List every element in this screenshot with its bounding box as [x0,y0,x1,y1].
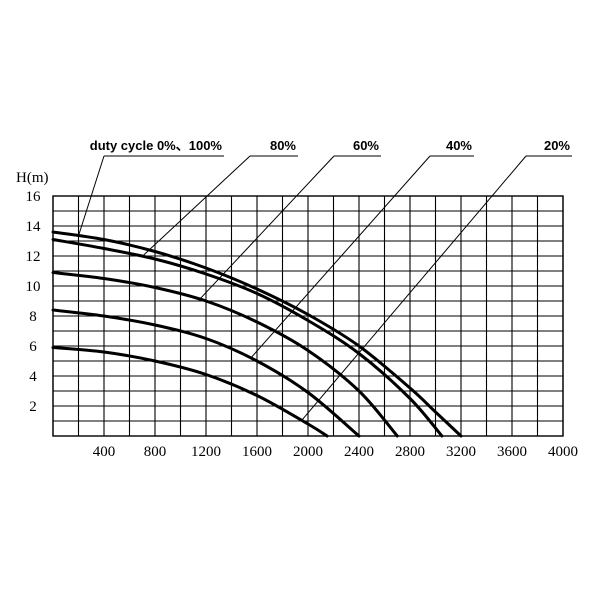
annotation-leader [199,155,335,300]
grid [52,195,564,437]
y-tick-label: 8 [29,309,37,325]
annotation-label: 80% [270,138,296,153]
y-axis-label: H(m) [16,170,49,186]
annotation-leader [141,155,251,257]
annotation-leader [250,155,431,359]
y-tick-label: 10 [26,279,41,295]
x-tick-label: 3200 [446,444,476,460]
y-tick-label: 6 [29,339,37,355]
x-tick-label: 4000 [548,444,578,460]
x-tick-label: 3600 [497,444,527,460]
x-tick-label: 800 [144,444,167,460]
plot-frame [52,195,564,437]
x-tick-label: 2400 [344,444,374,460]
y-tick-label: 12 [26,249,41,265]
annotation-label: 20% [544,138,570,153]
series-line-4 [51,346,329,438]
x-tick-labels: 400 800 1200 1600 2000 2400 2800 3200 3600 4000 [93,444,578,460]
x-tick-label: 1600 [242,444,272,460]
y-tick-label: 4 [29,369,37,385]
series-line-1 [51,238,444,438]
annotation-label: duty cycle 0%、100% [90,138,223,153]
series-line-0 [51,230,463,438]
annotation-label: 40% [446,138,472,153]
annotation-label: 60% [353,138,379,153]
x-tick-label: 2000 [293,444,323,460]
annotations: duty cycle 0%、100% 80% 60% 40% 20% [78,138,572,421]
series-line-3 [51,308,361,438]
y-tick-label: 14 [26,219,42,235]
x-tick-label: 2800 [395,444,425,460]
y-tick-label: 16 [26,189,42,205]
y-tick-labels: 2 4 6 8 10 12 14 16 [26,189,42,415]
annotation-leader [301,155,527,421]
x-tick-label: 1200 [191,444,221,460]
series-line-2 [51,271,399,438]
y-tick-label: 2 [29,399,37,415]
x-tick-label: 400 [93,444,116,460]
series-curves [51,230,463,438]
annotation-leader [78,155,105,236]
